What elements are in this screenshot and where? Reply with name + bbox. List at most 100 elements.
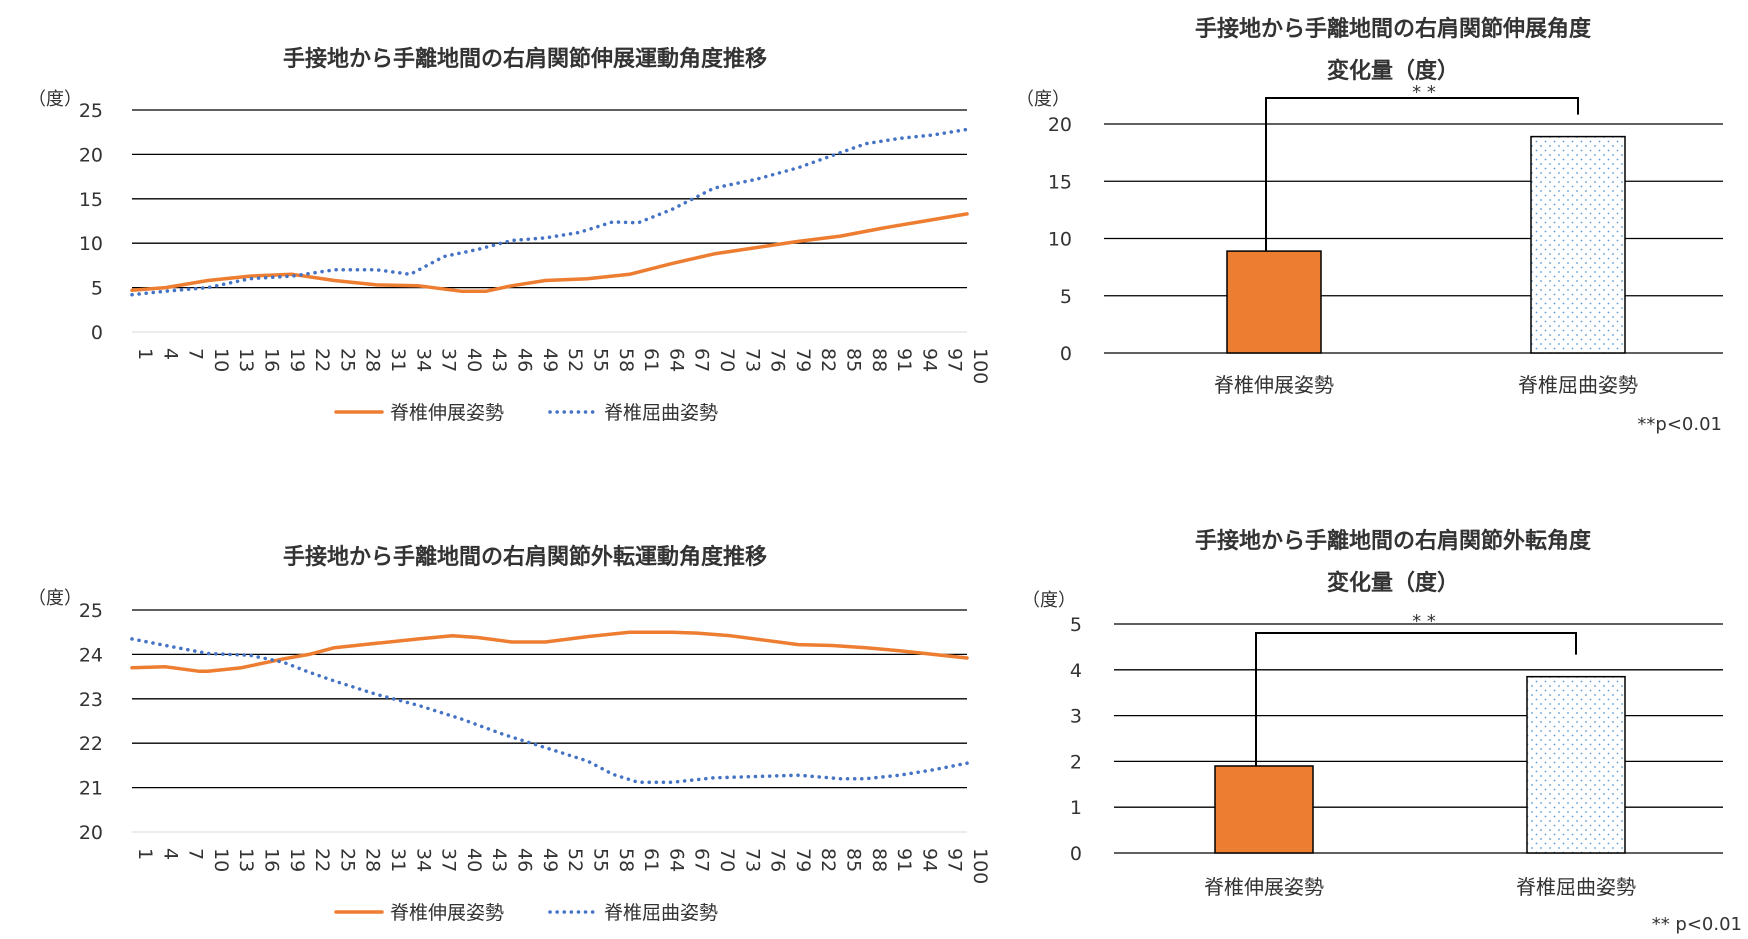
x-tick-label: 58 xyxy=(615,348,637,372)
x-tick-label: 40 xyxy=(463,848,485,872)
significance-bracket xyxy=(1265,97,1579,252)
y-tick-label: 4 xyxy=(1070,660,1082,682)
x-tick-label: 7 xyxy=(185,848,207,860)
chart-title-line-1: 手接地から手離地間の右肩関節外転角度 xyxy=(1195,528,1592,554)
x-tick-label: 40 xyxy=(463,348,485,372)
x-tick-label: 85 xyxy=(842,348,864,372)
category-label-1: 脊椎伸展姿勢 xyxy=(1204,875,1324,899)
y-tick-label: 22 xyxy=(79,733,103,755)
y-tick-label: 3 xyxy=(1070,706,1082,728)
series-line-1 xyxy=(130,630,969,674)
x-tick-label: 16 xyxy=(261,848,283,872)
x-tick-label: 28 xyxy=(362,348,384,372)
chart-title-line-1: 手接地から手離地間の右肩関節伸展角度 xyxy=(1195,16,1592,42)
x-tick-label: 67 xyxy=(691,848,713,872)
x-tick-label: 28 xyxy=(362,848,384,872)
x-tick-label: 79 xyxy=(792,848,814,872)
y-tick-label: 10 xyxy=(1048,229,1072,251)
y-unit-label: （度） xyxy=(1022,590,1076,611)
x-tick-label: 4 xyxy=(159,848,181,860)
legend-label-2: 脊椎屈曲姿勢 xyxy=(604,402,718,424)
x-tick-label: 13 xyxy=(235,848,257,872)
x-tick-label: 61 xyxy=(640,848,662,872)
series-line-2 xyxy=(130,127,969,297)
x-tick-label: 70 xyxy=(716,848,738,872)
x-tick-label: 73 xyxy=(741,848,763,872)
y-tick-label: 20 xyxy=(79,144,103,166)
y-tick-label: 23 xyxy=(79,689,103,711)
x-tick-label: 82 xyxy=(817,848,839,872)
x-tick-label: 43 xyxy=(488,348,510,372)
x-tick-label: 37 xyxy=(438,348,460,372)
x-tick-label: 19 xyxy=(286,348,308,372)
category-label-2: 脊椎屈曲姿勢 xyxy=(1516,875,1636,899)
x-tick-label: 34 xyxy=(412,848,434,872)
x-tick-label: 34 xyxy=(412,348,434,372)
y-tick-label: 20 xyxy=(1048,114,1072,136)
y-unit-label: （度） xyxy=(28,588,82,609)
x-tick-label: 7 xyxy=(185,348,207,360)
legend-label-1: 脊椎伸展姿勢 xyxy=(390,402,504,424)
legend-label-1: 脊椎伸展姿勢 xyxy=(390,902,504,924)
x-tick-label: 67 xyxy=(691,348,713,372)
category-label-2: 脊椎屈曲姿勢 xyxy=(1518,373,1638,397)
x-tick-label: 49 xyxy=(539,848,561,872)
significance-bracket xyxy=(1255,632,1577,766)
y-tick-label: 24 xyxy=(79,644,103,666)
chart-title: 手接地から手離地間の右肩関節伸展運動角度推移 xyxy=(283,46,767,72)
x-tick-label: 19 xyxy=(286,848,308,872)
x-tick-label: 91 xyxy=(893,848,915,872)
x-tick-label: 76 xyxy=(767,348,789,372)
x-tick-label: 94 xyxy=(918,848,940,872)
line-chart-1: 手接地から手離地間の右肩関節伸展運動角度推移 （度） 0 5 10 15 20 25 1 4 7 10… xyxy=(28,46,991,424)
y-tick-label: 2 xyxy=(1070,751,1082,773)
x-tick-label: 85 xyxy=(842,848,864,872)
p-value-note: ** p<0.01 xyxy=(1652,914,1742,935)
x-tick-label: 58 xyxy=(615,848,637,872)
y-tick-label: 0 xyxy=(91,322,103,344)
y-unit-label: （度） xyxy=(28,89,82,110)
x-tick-label: 1 xyxy=(134,348,156,360)
x-tick-label: 10 xyxy=(210,348,232,372)
y-tick-label: 15 xyxy=(79,189,103,211)
y-tick-label: 5 xyxy=(1070,614,1082,636)
legend-label-2: 脊椎屈曲姿勢 xyxy=(604,902,718,924)
series-line-2 xyxy=(130,637,969,785)
x-tick-label: 43 xyxy=(488,848,510,872)
x-tick-label: 70 xyxy=(716,348,738,372)
x-tick-label: 64 xyxy=(665,848,687,872)
x-tick-label: 100 xyxy=(969,348,991,384)
y-tick-label: 20 xyxy=(79,822,103,844)
x-tick-label: 22 xyxy=(311,848,333,872)
y-tick-label: 0 xyxy=(1070,843,1082,865)
x-tick-label: 1 xyxy=(134,848,156,860)
y-tick-label: 21 xyxy=(79,778,103,800)
y-tick-label: 5 xyxy=(91,278,103,300)
y-tick-label: 15 xyxy=(1048,171,1072,193)
x-tick-label: 55 xyxy=(589,348,611,372)
x-tick-label: 88 xyxy=(868,348,890,372)
y-tick-label: 25 xyxy=(79,100,103,122)
x-tick-label: 55 xyxy=(589,848,611,872)
x-tick-label: 52 xyxy=(564,848,586,872)
bar-1 xyxy=(1226,250,1322,354)
x-tick-label: 16 xyxy=(261,348,283,372)
x-tick-label: 10 xyxy=(210,848,232,872)
x-tick-label: 4 xyxy=(159,348,181,360)
chart-title: 手接地から手離地間の右肩関節外転運動角度推移 xyxy=(283,544,767,570)
p-value-note: **p<0.01 xyxy=(1637,414,1722,435)
x-tick-label: 88 xyxy=(868,848,890,872)
x-tick-label: 13 xyxy=(235,348,257,372)
x-tick-label: 31 xyxy=(387,348,409,372)
x-tick-label: 73 xyxy=(741,348,763,372)
x-tick-label: 46 xyxy=(514,348,536,372)
x-tick-label: 31 xyxy=(387,848,409,872)
series-line-1 xyxy=(130,212,969,293)
bar-2 xyxy=(1530,135,1626,354)
chart-title-line-2: 変化量（度） xyxy=(1327,58,1459,84)
x-tick-label: 49 xyxy=(539,348,561,372)
